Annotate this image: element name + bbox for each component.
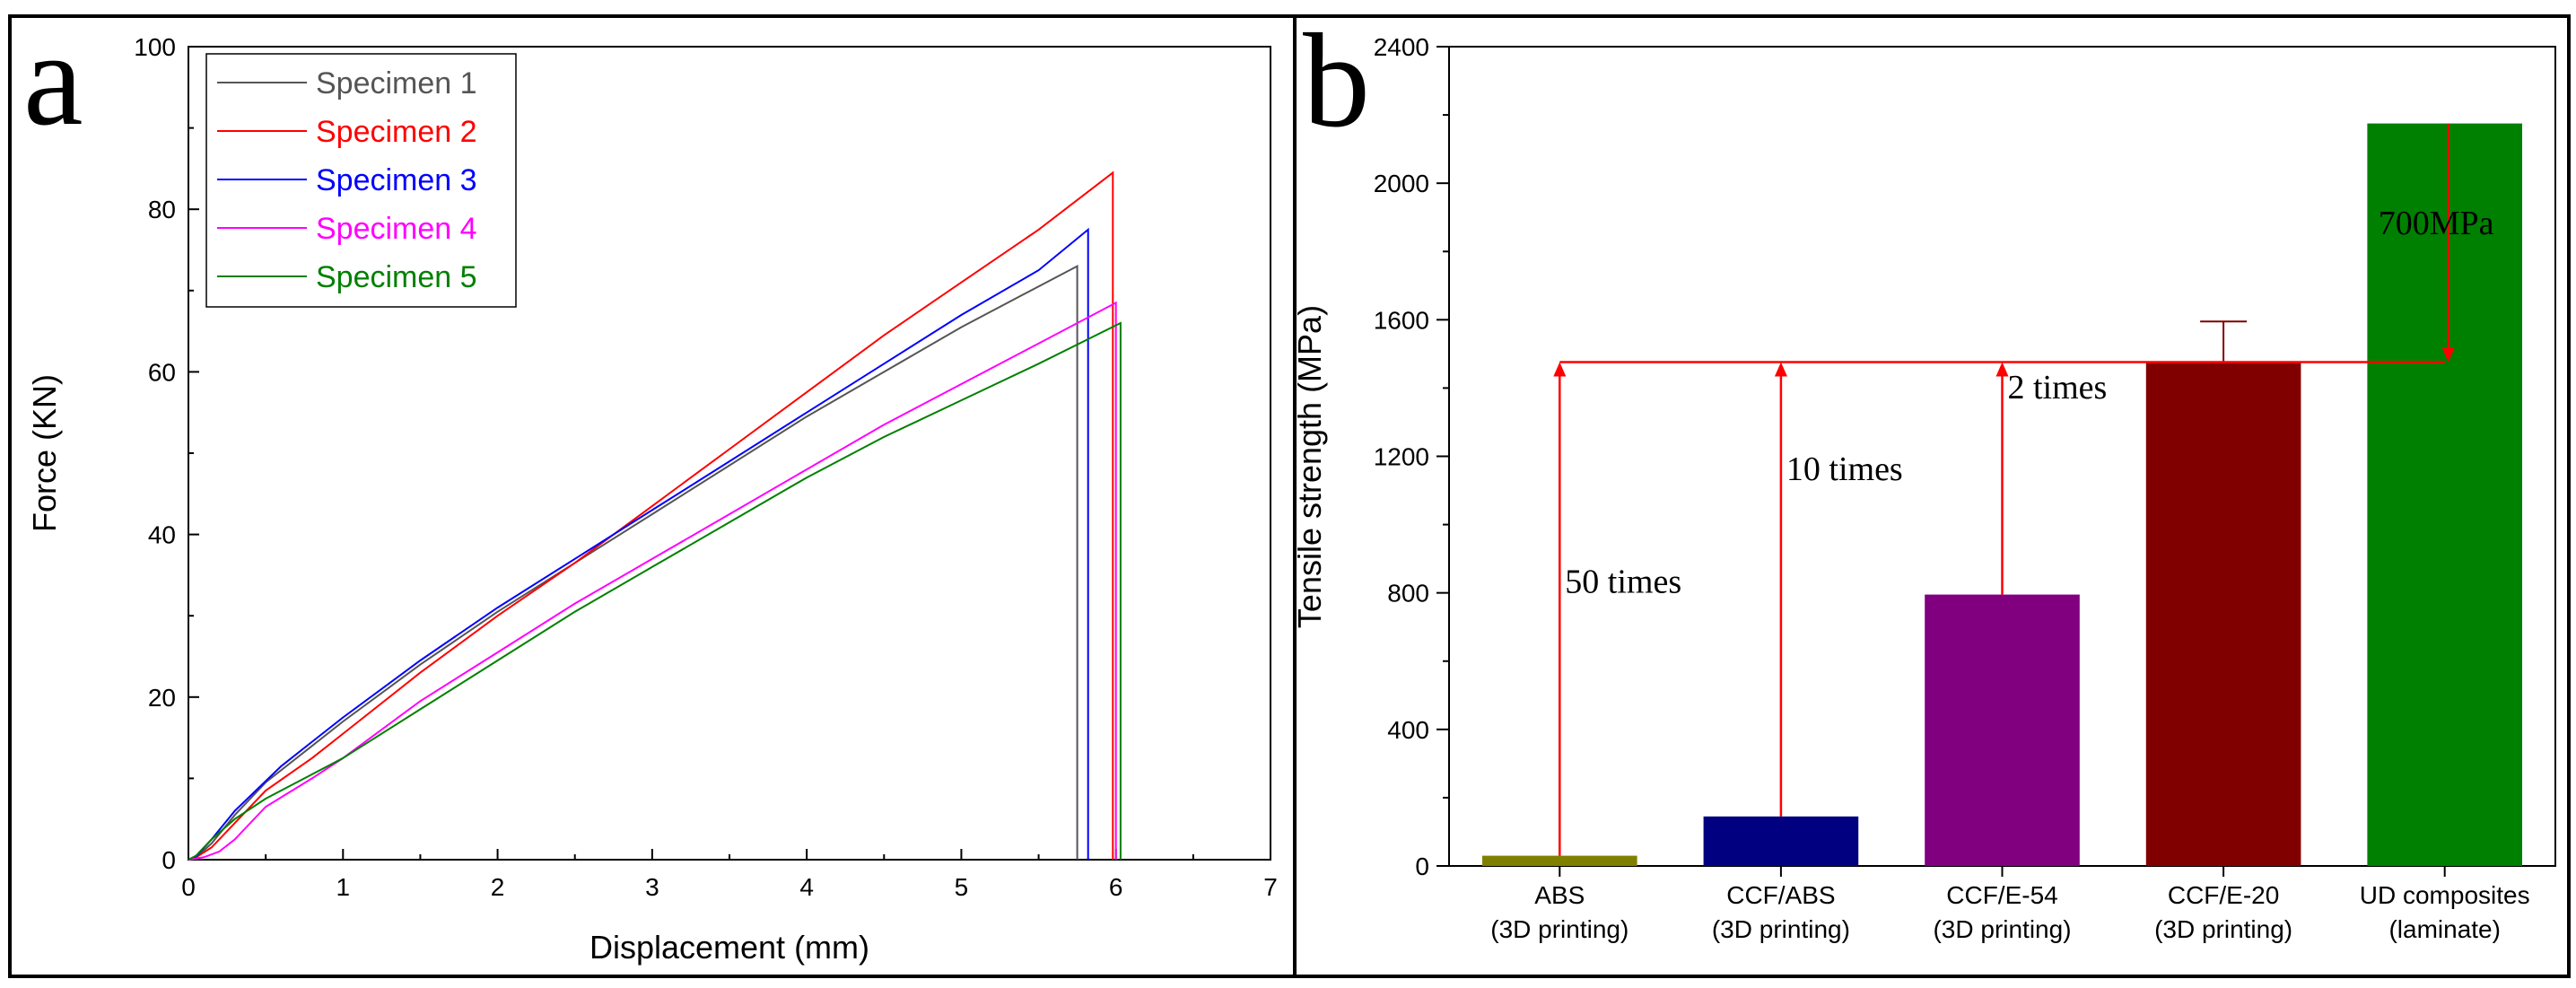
panel-b-frame bbox=[1293, 14, 2571, 978]
annotation-label: 10 times bbox=[1786, 450, 1903, 488]
legend-label: Specimen 4 bbox=[316, 212, 477, 246]
panel-a-frame bbox=[8, 14, 1297, 978]
bar-5 bbox=[2367, 123, 2523, 866]
arrow-head bbox=[2441, 347, 2455, 363]
category-sublabel: (3D printing) bbox=[1490, 915, 1629, 943]
panel-b-reference-lines bbox=[1553, 123, 2455, 856]
x-tick-label: 6 bbox=[1109, 873, 1123, 901]
series-line-specimen-4 bbox=[188, 301, 1117, 861]
arrow-head bbox=[1774, 362, 1787, 377]
legend-label: Specimen 1 bbox=[316, 66, 477, 101]
category-sublabel: (3D printing) bbox=[2154, 915, 2292, 943]
series-line-specimen-2 bbox=[188, 170, 1114, 861]
x-tick-label: 3 bbox=[645, 873, 659, 901]
panel-b-ylabel: Tensile strength (MPa) bbox=[1291, 305, 1328, 628]
y-tick-label: 0 bbox=[162, 846, 176, 874]
panel-a-xlabel: Displacement (mm) bbox=[589, 929, 869, 966]
category-label: CCF/ABS bbox=[1726, 881, 1835, 909]
panel-a-series bbox=[188, 170, 1122, 861]
y-tick-label: 1600 bbox=[1374, 306, 1429, 334]
panel-b-ticks: 0 400 800 1200 1600 2000 2400 ABS (3D printing) C… bbox=[1374, 33, 2530, 943]
y-tick-label: 60 bbox=[148, 358, 176, 386]
y-tick-label: 2400 bbox=[1374, 33, 1429, 61]
panel-a: a 0 1 2 3 4 5 6 7 0 20 40 60 80 100 Displacement (mm)… bbox=[23, 4, 1278, 966]
category-label: CCF/E-20 bbox=[2168, 881, 2279, 909]
bar-1 bbox=[1481, 855, 1637, 866]
annotation-label: 50 times bbox=[1565, 564, 1681, 601]
panel-a-ticks: 0 1 2 3 4 5 6 7 0 20 40 60 80 100 bbox=[134, 33, 1278, 901]
y-tick-label: 80 bbox=[148, 196, 176, 223]
series-line-specimen-1 bbox=[188, 264, 1078, 861]
y-tick-label: 2000 bbox=[1374, 170, 1429, 197]
panel-b: b 0 400 800 1200 1600 2000 2400 ABS (3D printing… bbox=[1291, 6, 2556, 943]
legend-label: Specimen 3 bbox=[316, 163, 477, 197]
x-tick-label: 2 bbox=[491, 873, 505, 901]
category-sublabel: (3D printing) bbox=[1712, 915, 1850, 943]
panel-b-label: b bbox=[1303, 6, 1370, 155]
bar-4 bbox=[2145, 362, 2301, 866]
arrow-head bbox=[1995, 362, 2009, 377]
legend: Specimen 1 Specimen 2 Specimen 3 Specimen 4… bbox=[205, 53, 517, 308]
y-tick-label: 800 bbox=[1387, 580, 1429, 608]
panel-b-bars bbox=[1481, 123, 2523, 866]
x-tick-label: 1 bbox=[336, 873, 350, 901]
series-line-specimen-3 bbox=[188, 227, 1089, 861]
y-tick-label: 40 bbox=[148, 521, 176, 549]
panel-a-label: a bbox=[23, 4, 83, 153]
category-label: ABS bbox=[1534, 881, 1585, 909]
category-label: CCF/E-54 bbox=[1946, 881, 2057, 909]
x-tick-label: 4 bbox=[799, 873, 814, 901]
category-sublabel: (laminate) bbox=[2388, 915, 2500, 943]
legend-label: Specimen 2 bbox=[316, 115, 477, 149]
y-tick-label: 0 bbox=[1415, 852, 1429, 880]
x-tick-label: 5 bbox=[955, 873, 969, 901]
panel-a-ylabel: Force (KN) bbox=[26, 374, 63, 532]
panel-b-annotations: 50 times 10 times 2 times 700MPa bbox=[1565, 205, 2493, 600]
arrow-head bbox=[1553, 362, 1567, 377]
bar-2 bbox=[1703, 816, 1859, 866]
x-tick-label: 0 bbox=[181, 873, 196, 901]
legend-label: Specimen 5 bbox=[316, 260, 477, 294]
y-tick-label: 400 bbox=[1387, 716, 1429, 744]
category-sublabel: (3D printing) bbox=[1933, 915, 2071, 943]
y-tick-label: 1200 bbox=[1374, 443, 1429, 471]
bar-3 bbox=[1925, 594, 2080, 866]
x-tick-label: 7 bbox=[1263, 873, 1278, 901]
y-tick-label: 20 bbox=[148, 684, 176, 712]
annotation-label: 2 times bbox=[2008, 369, 2108, 407]
y-tick-label: 100 bbox=[134, 33, 176, 61]
series-line-specimen-5 bbox=[188, 321, 1122, 861]
annotation-label: 700MPa bbox=[2379, 205, 2494, 242]
category-label: UD composites bbox=[2360, 881, 2530, 909]
